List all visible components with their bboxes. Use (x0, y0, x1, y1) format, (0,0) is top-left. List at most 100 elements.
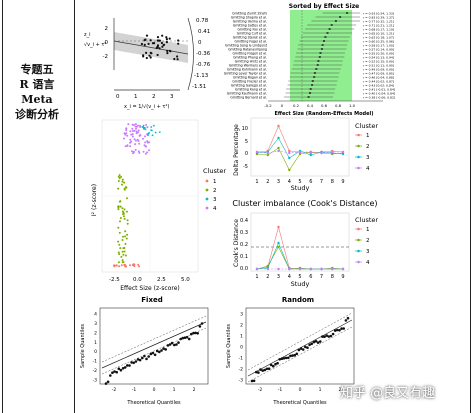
forest-study-label: Gmitting Fogel et al. (234, 40, 267, 44)
qq-point (314, 339, 318, 343)
scatter-point-cluster-3 (151, 134, 154, 137)
scatter-legend-key (205, 179, 209, 183)
x-tick: 4 (288, 179, 291, 185)
line-point (320, 151, 323, 155)
galbraith-point (168, 49, 171, 53)
scatter-point-cluster-4 (131, 123, 134, 126)
scatter-point-cluster-4 (139, 134, 142, 137)
cooks-xlabel: Study (291, 280, 310, 288)
qq-random-title: Random (282, 296, 314, 304)
forest-value-label: r = 0.71 [0.21; 1.21] (363, 24, 394, 28)
qq-point (289, 354, 292, 358)
scatter-legend: 1 2 3 4 (205, 179, 217, 212)
forest-value-label: r = 0.57 [0.14; 0.99] (363, 48, 394, 52)
forest-value-label: r = 0.77 [0.32; 1.21] (363, 20, 394, 24)
qq-point (261, 369, 265, 372)
scatter-point-cluster-4 (133, 138, 136, 141)
scatter-point-cluster-2 (123, 188, 126, 191)
scatter-point-cluster-1 (120, 264, 123, 267)
x-tick: 2 (266, 179, 269, 185)
qq-y-tick: 1 (240, 334, 243, 340)
scatter-point-cluster-3 (142, 124, 145, 127)
galbraith-point (161, 45, 164, 48)
forest-point (330, 24, 333, 26)
scatter-point-cluster-4 (132, 152, 134, 155)
galbraith-right-tick-1: 0.78 (196, 18, 209, 24)
scatter-point-cluster-2 (118, 177, 121, 180)
line-point (266, 151, 269, 155)
x-tick: 6 (309, 274, 312, 280)
x-tick: 1 (255, 179, 258, 185)
legend-key-point (357, 144, 360, 148)
qq-point (162, 347, 165, 350)
qq-point (117, 367, 121, 371)
scatter-point-cluster-4 (135, 127, 137, 130)
qq-point (340, 327, 343, 330)
scatter-point-cluster-4 (136, 138, 139, 141)
qq-point (198, 325, 202, 328)
galbraith-y-tick-1: 2 (105, 26, 109, 32)
scatter-point-cluster-2 (119, 220, 121, 223)
galbraith-point (149, 51, 152, 55)
forest-study-label: Gmitting Warmers et al. (229, 64, 267, 68)
scatter-point-cluster-4 (134, 139, 137, 142)
scatter-x-tick-1: -2.5 (109, 277, 120, 283)
qq-y-tick: 2 (94, 330, 97, 336)
forest-point (321, 44, 324, 46)
delta-y-tick-2: 5 (245, 139, 248, 145)
scatter-point-cluster-4 (125, 127, 128, 130)
qq-random-points (250, 316, 350, 383)
qq-point (336, 328, 339, 332)
forest-study-label: Gmitting Hintz et al. (235, 60, 267, 64)
scatter-point-cluster-4 (130, 150, 133, 153)
scatter-point-cluster-2 (118, 231, 121, 234)
qq-point (333, 329, 337, 332)
scatter-point-cluster-2 (125, 210, 128, 213)
qq-point (280, 357, 284, 361)
qq-point (113, 370, 116, 373)
forest-value-label: r = 0.43 [0.02; 0.84] (363, 84, 394, 88)
forest-value-label: r = 0.65 [0.10; 1.21] (363, 32, 394, 36)
line-point (277, 136, 280, 140)
forest-x-ticks: -0.2 0 0.2 0.4 0.6 0.8 1.0 (264, 103, 355, 108)
qq-fixed-points (104, 322, 204, 385)
galbraith-point (160, 41, 163, 45)
qq-point (282, 357, 286, 360)
forest-point (328, 28, 331, 30)
qq-point (265, 367, 269, 371)
galbraith-point (156, 36, 160, 39)
qq-point (164, 348, 167, 351)
scatter-point-cluster-4 (146, 140, 149, 143)
scatter-point-cluster-2 (124, 230, 127, 233)
qq-point (175, 343, 178, 346)
galbraith-point (165, 38, 168, 41)
galbraith-y-tick-2: 0 (105, 40, 109, 46)
scatter-point-cluster-2 (121, 178, 124, 181)
qq-y-tick: -2 (239, 367, 244, 373)
scatter-point-cluster-1 (137, 263, 140, 266)
galbraith-point (168, 37, 171, 40)
legend-key-point (357, 227, 360, 231)
scatter-point-cluster-4 (142, 150, 145, 153)
qq-point (321, 335, 324, 338)
forest-point (316, 64, 319, 66)
x-tick: 9 (341, 179, 344, 185)
scatter-point-cluster-2 (122, 235, 124, 238)
qq-point (287, 356, 290, 360)
scatter-point-cluster-1 (132, 263, 135, 266)
qq-point (196, 332, 199, 335)
qq-fixed-lower-band (101, 327, 207, 375)
forest-value-label: r = 0.49 [0.09; 0.90] (363, 68, 394, 72)
scatter-point-cluster-4 (137, 150, 140, 153)
forest-value-label: r = 0.55 [0.20; 0.90] (363, 52, 394, 56)
x-tick: 3 (277, 179, 280, 185)
qq-y-tick: 4 (94, 312, 97, 318)
forest-study-label: Gmitting Sattes et al. (233, 24, 267, 28)
qq-point (183, 336, 187, 340)
scatter-point-cluster-4 (126, 144, 129, 147)
qq-x-tick: 1 (319, 387, 322, 393)
scatter-point-cluster-4 (145, 123, 148, 126)
qq-y-tick: 0 (240, 345, 243, 351)
galbraith-point (166, 52, 169, 55)
